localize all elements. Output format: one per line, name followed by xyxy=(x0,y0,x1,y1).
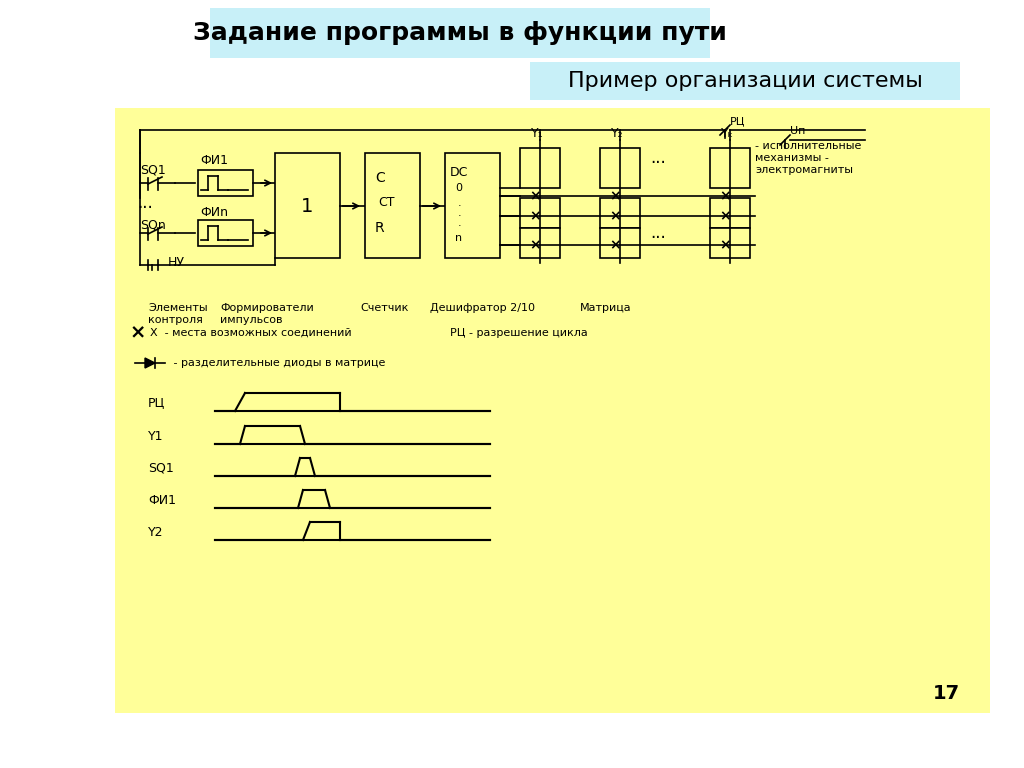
Bar xyxy=(198,170,253,196)
Bar xyxy=(600,198,640,228)
Text: Задание программы в функции пути: Задание программы в функции пути xyxy=(194,21,727,45)
Text: .: . xyxy=(458,218,462,228)
Text: Yₖ: Yₖ xyxy=(721,127,733,140)
Bar xyxy=(710,148,750,188)
Text: РЦ - разрешение цикла: РЦ - разрешение цикла xyxy=(450,328,588,338)
Text: ×: × xyxy=(719,209,731,223)
Bar xyxy=(710,198,750,228)
Text: Матрица: Матрица xyxy=(580,303,632,313)
Text: ...: ... xyxy=(650,149,666,167)
FancyBboxPatch shape xyxy=(210,8,710,58)
Text: n: n xyxy=(455,233,462,243)
Bar xyxy=(520,198,560,228)
Text: 1: 1 xyxy=(301,197,313,216)
Text: ×: × xyxy=(609,209,621,223)
Text: ×: × xyxy=(529,189,541,203)
Text: ФИn: ФИn xyxy=(200,206,228,219)
Text: ×: × xyxy=(529,238,541,252)
Bar xyxy=(600,148,640,188)
Text: .: . xyxy=(458,198,462,208)
Text: 0: 0 xyxy=(455,183,462,193)
Text: ×: × xyxy=(719,238,731,252)
Text: РЦ: РЦ xyxy=(730,116,745,126)
Text: Y₂: Y₂ xyxy=(610,127,624,140)
Text: C: C xyxy=(375,171,385,185)
Text: SQ1: SQ1 xyxy=(140,164,166,177)
Bar xyxy=(520,228,560,258)
Text: Дешифратор 2/10: Дешифратор 2/10 xyxy=(430,303,535,313)
Bar xyxy=(365,153,420,258)
Text: ФИ1: ФИ1 xyxy=(148,494,176,507)
Text: Uп: Uп xyxy=(790,126,805,136)
Text: ×: × xyxy=(529,209,541,223)
Text: ×: × xyxy=(609,189,621,203)
Bar xyxy=(600,228,640,258)
Text: - исполнительные
механизмы -
электромагниты: - исполнительные механизмы - электромагн… xyxy=(755,141,861,174)
Text: .: . xyxy=(458,208,462,218)
Text: ×: × xyxy=(130,323,146,343)
Text: Элементы
контроля: Элементы контроля xyxy=(148,303,208,325)
Text: SQ1: SQ1 xyxy=(148,462,174,475)
Text: ...: ... xyxy=(650,224,666,242)
Bar xyxy=(115,108,990,713)
FancyBboxPatch shape xyxy=(530,62,961,100)
Text: X  - места возможных соединений: X - места возможных соединений xyxy=(150,328,351,338)
Bar xyxy=(520,148,560,188)
Text: DC: DC xyxy=(450,167,468,180)
Text: CT: CT xyxy=(378,197,394,210)
Text: Пример организации системы: Пример организации системы xyxy=(567,71,923,91)
Bar xyxy=(275,153,340,258)
Polygon shape xyxy=(145,358,155,368)
Text: Y1: Y1 xyxy=(148,429,164,442)
Text: НУ: НУ xyxy=(168,257,185,270)
Text: Счетчик: Счетчик xyxy=(360,303,409,313)
Text: ×: × xyxy=(719,189,731,203)
Text: РЦ: РЦ xyxy=(148,396,165,409)
Bar xyxy=(445,153,500,258)
Text: ×: × xyxy=(609,238,621,252)
Bar xyxy=(710,228,750,258)
Text: 17: 17 xyxy=(933,684,961,703)
Bar xyxy=(198,220,253,246)
Text: R: R xyxy=(375,221,385,235)
Text: SQn: SQn xyxy=(140,219,166,231)
Text: ...: ... xyxy=(137,194,153,212)
Text: Y₁: Y₁ xyxy=(530,127,544,140)
Text: Y2: Y2 xyxy=(148,525,164,538)
Text: Формирователи
импульсов: Формирователи импульсов xyxy=(220,303,313,325)
Text: - разделительные диоды в матрице: - разделительные диоды в матрице xyxy=(170,358,385,368)
Text: ФИ1: ФИ1 xyxy=(200,154,228,167)
